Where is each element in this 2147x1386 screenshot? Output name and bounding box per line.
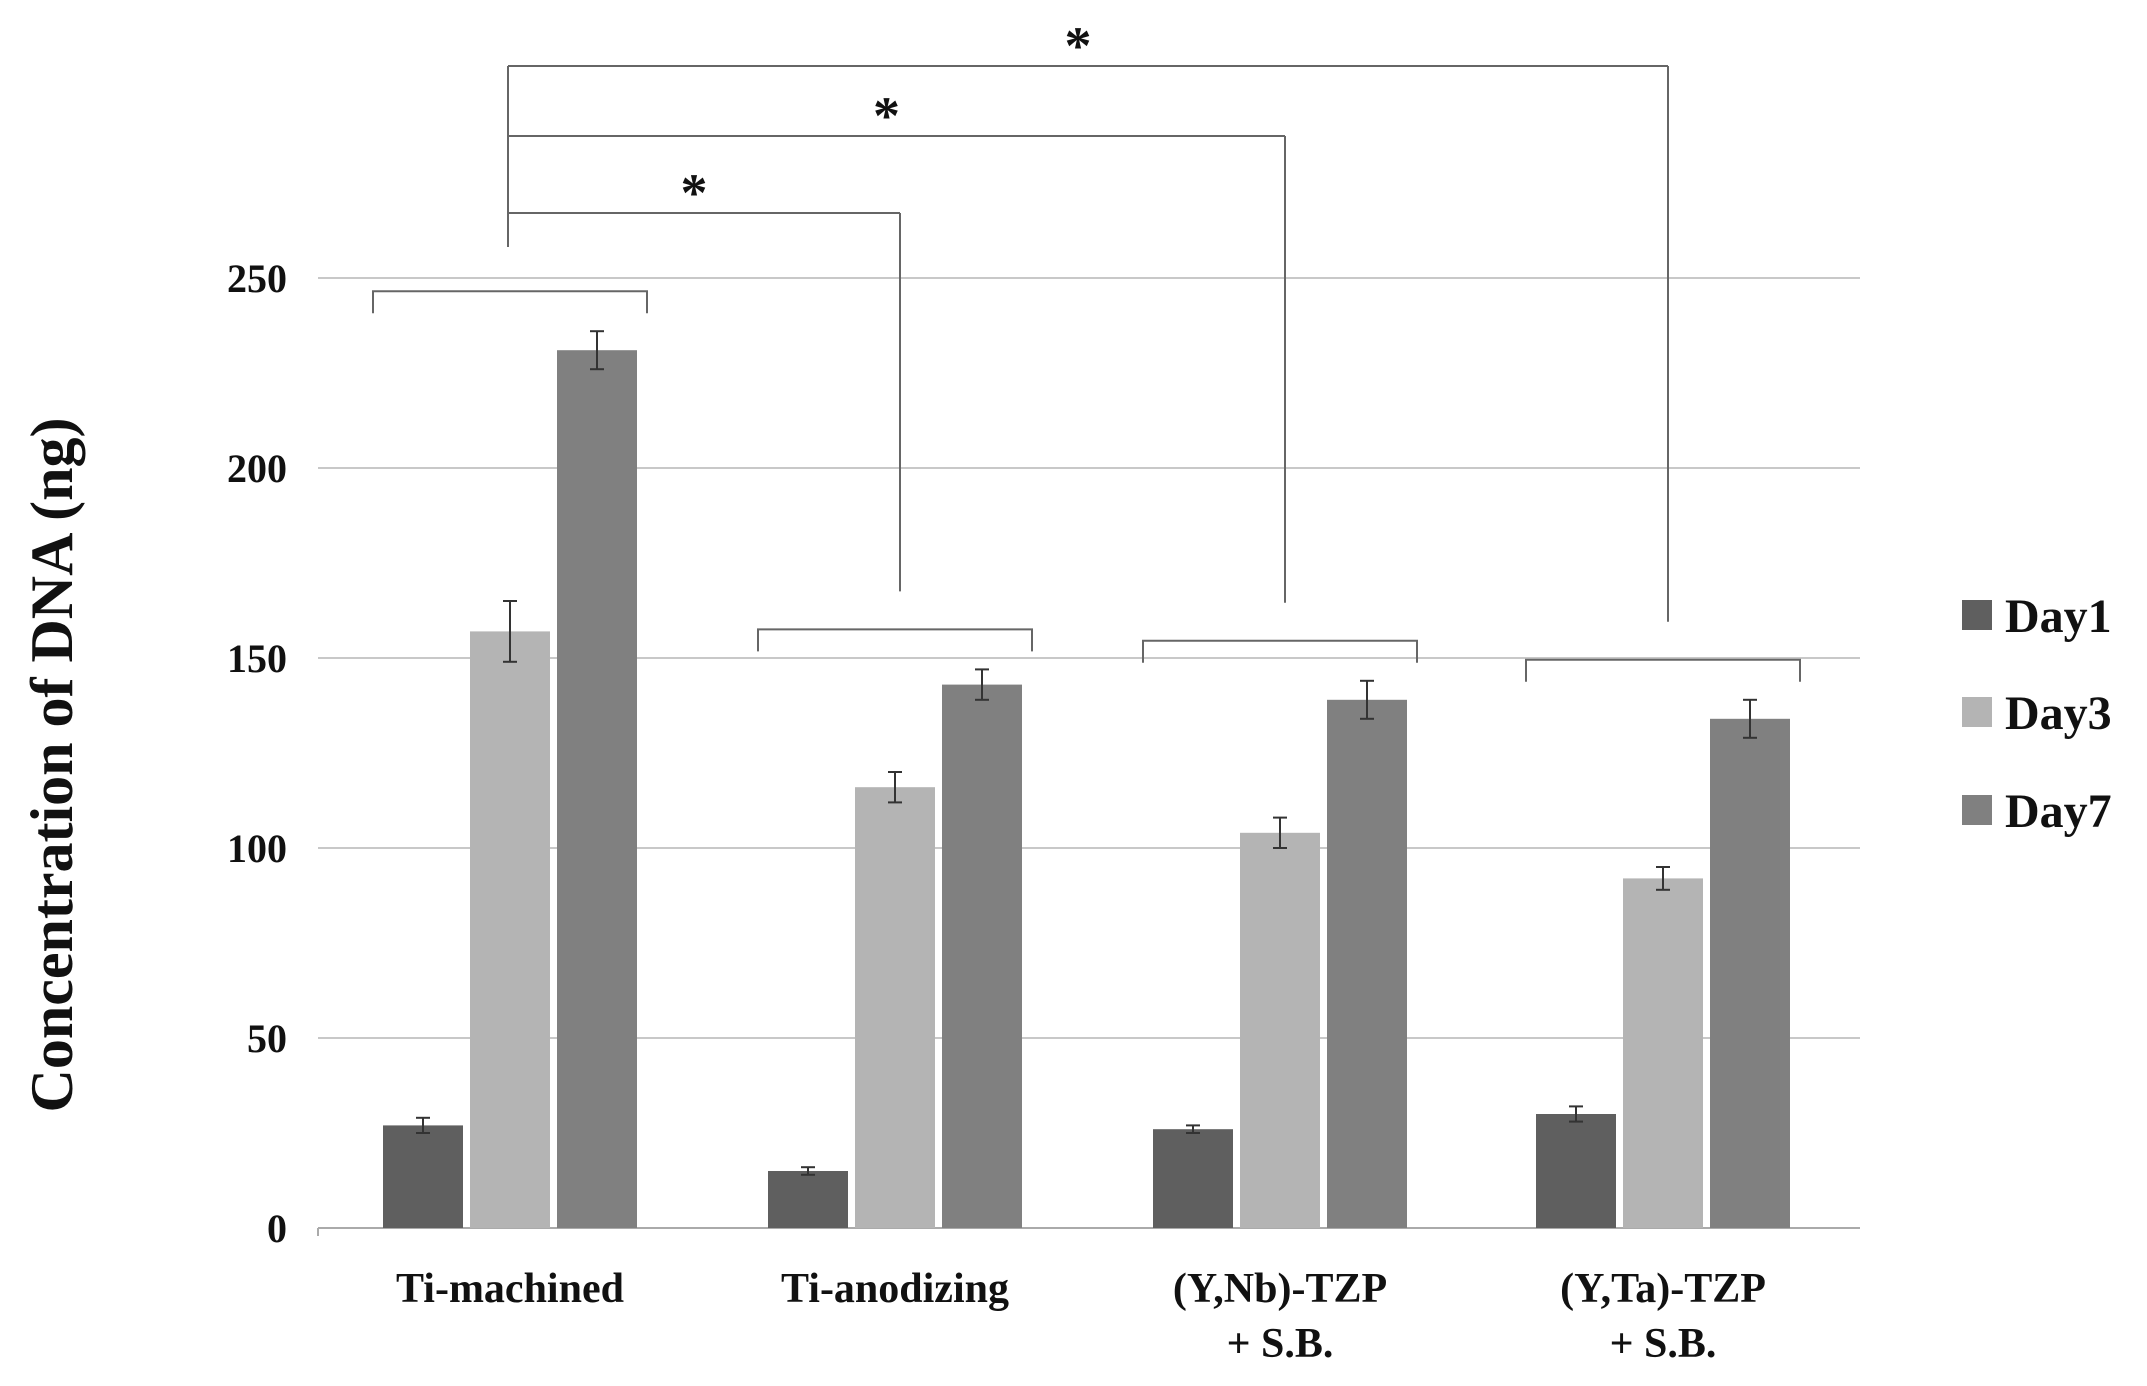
category-label: Ti-anodizing: [781, 1266, 1009, 1312]
category-label: Ti-machined: [396, 1266, 624, 1312]
y-tick-label: 50: [247, 1016, 287, 1061]
y-tick-label: 250: [227, 256, 287, 301]
legend: Day1 Day3 Day7: [1962, 590, 2112, 838]
significance-star: *: [681, 163, 708, 223]
bars: [383, 350, 1790, 1228]
group-brackets: [372, 290, 1801, 682]
y-tick-label: 200: [227, 446, 287, 491]
bar-day3: [470, 631, 550, 1228]
error-bars: [416, 330, 1757, 1176]
y-tick-label: 100: [227, 826, 287, 871]
bar-day3: [1623, 878, 1703, 1228]
legend-label-day7: Day7: [2005, 785, 2112, 838]
group-bracket: [1142, 639, 1418, 663]
group-bracket: [1525, 658, 1801, 682]
legend-swatch-day3: [1962, 697, 1992, 727]
bar-day1: [1536, 1114, 1616, 1228]
bar-day1: [768, 1171, 848, 1228]
legend-label-day3: Day3: [2005, 687, 2112, 740]
group-bracket: [757, 628, 1033, 652]
category-label: + S.B.: [1227, 1321, 1334, 1367]
category-labels: Ti-machined Ti-anodizing (Y,Nb)-TZP + S.B. (…: [396, 1266, 1766, 1367]
legend-label-day1: Day1: [2005, 590, 2112, 643]
bar-day7: [557, 350, 637, 1228]
category-label: + S.B.: [1610, 1321, 1717, 1367]
group-bracket: [372, 290, 648, 314]
y-axis-title: Concentration of DNA (ng): [19, 418, 85, 1113]
bar-day7: [1327, 699, 1407, 1228]
category-label: (Y,Ta)-TZP: [1560, 1266, 1766, 1312]
y-tick-label: 150: [227, 636, 287, 681]
significance-brackets: * * *: [507, 16, 1669, 622]
significance-star: *: [1065, 16, 1092, 76]
legend-swatch-day1: [1962, 600, 1992, 630]
bar-day1: [1153, 1129, 1233, 1228]
legend-swatch-day7: [1962, 795, 1992, 825]
bar-day7: [1710, 718, 1790, 1228]
category-label: (Y,Nb)-TZP: [1173, 1266, 1387, 1312]
bar-day3: [1240, 832, 1320, 1228]
bar-day1: [383, 1125, 463, 1228]
bar-day7: [942, 684, 1022, 1228]
significance-star: *: [873, 86, 900, 146]
bar-day3: [855, 787, 935, 1228]
y-tick-label: 0: [267, 1206, 287, 1251]
y-tick-labels: 0 50 100 150 200 250: [227, 256, 287, 1251]
